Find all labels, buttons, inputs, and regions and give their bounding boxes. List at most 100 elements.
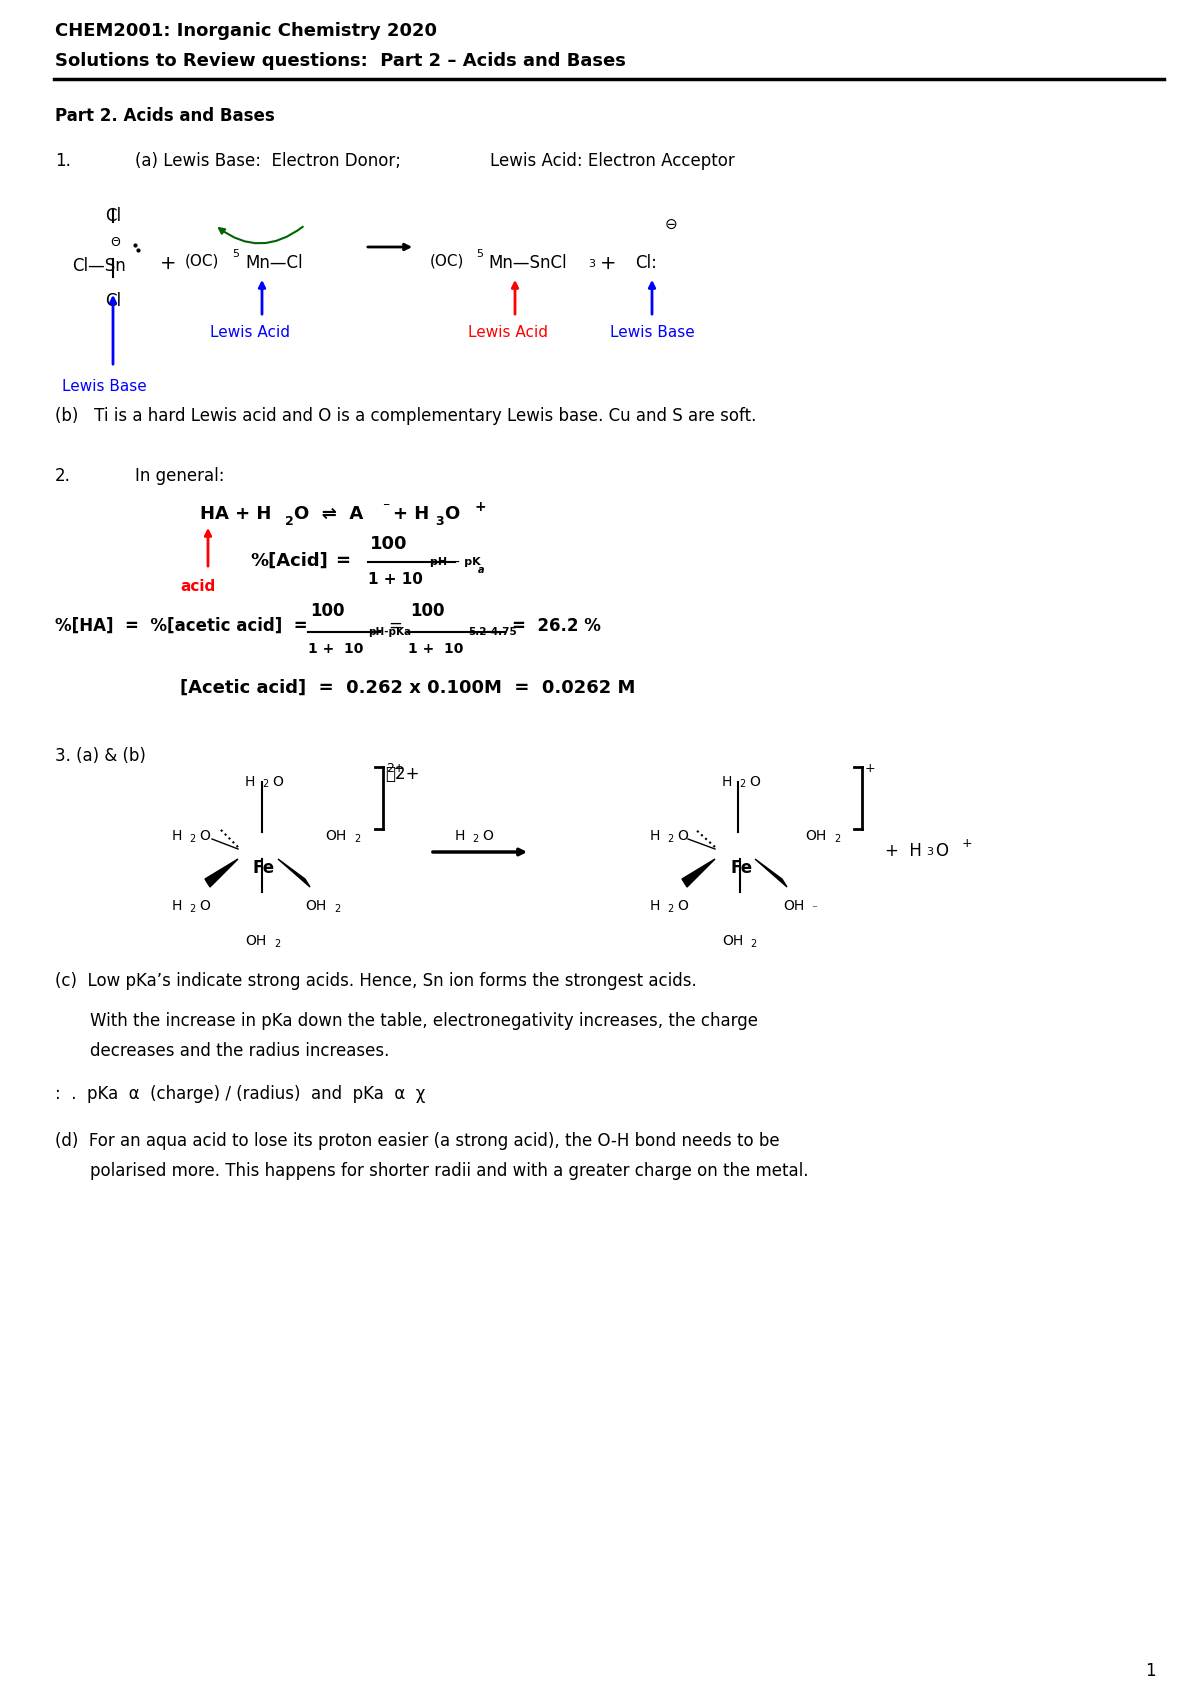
Text: With the increase in pKa down the table, electronegativity increases, the charge: With the increase in pKa down the table,… <box>90 1011 758 1030</box>
Text: O  ⇌  A: O ⇌ A <box>294 506 364 523</box>
Text: OH: OH <box>325 830 347 843</box>
Text: ⁻: ⁻ <box>382 501 389 514</box>
Text: Lewis Acid: Electron Acceptor: Lewis Acid: Electron Acceptor <box>490 153 734 170</box>
Text: O: O <box>482 830 493 843</box>
Text: 1 +  10: 1 + 10 <box>308 641 364 657</box>
Text: 3: 3 <box>926 847 934 857</box>
Text: 2: 2 <box>190 905 196 915</box>
Text: +: + <box>474 501 486 514</box>
Text: 2: 2 <box>190 833 196 843</box>
Text: pH − pK: pH − pK <box>430 557 481 567</box>
Text: (c)  Low pKa’s indicate strong acids. Hence, Sn ion forms the strongest acids.: (c) Low pKa’s indicate strong acids. Hen… <box>55 972 697 989</box>
Text: O: O <box>677 830 688 843</box>
Text: %[Acid]: %[Acid] <box>250 552 328 570</box>
Text: Cl: Cl <box>106 292 121 311</box>
Polygon shape <box>755 859 787 888</box>
Text: (OC): (OC) <box>185 255 220 270</box>
Text: 2: 2 <box>667 833 673 843</box>
Text: Mn—SnCl: Mn—SnCl <box>488 255 566 272</box>
Text: H: H <box>245 776 256 789</box>
Text: HA + H: HA + H <box>200 506 271 523</box>
Text: ⌕2+: ⌕2+ <box>385 765 420 782</box>
Text: 2: 2 <box>262 779 269 789</box>
Text: O: O <box>677 899 688 913</box>
Text: (a) Lewis Base:  Electron Donor;: (a) Lewis Base: Electron Donor; <box>134 153 401 170</box>
Text: (d)  For an aqua acid to lose its proton easier (a strong acid), the O-H bond ne: (d) For an aqua acid to lose its proton … <box>55 1132 780 1151</box>
Text: +  H: + H <box>886 842 922 860</box>
Text: H: H <box>455 830 466 843</box>
Text: Lewis Base: Lewis Base <box>610 326 695 339</box>
Text: Part 2. Acids and Bases: Part 2. Acids and Bases <box>55 107 275 126</box>
Text: polarised more. This happens for shorter radii and with a greater charge on the : polarised more. This happens for shorter… <box>90 1162 809 1179</box>
Text: Cl: Cl <box>106 207 121 226</box>
Text: Lewis Acid: Lewis Acid <box>468 326 548 339</box>
Text: 5: 5 <box>476 249 482 260</box>
Text: 2: 2 <box>667 905 673 915</box>
Text: O: O <box>935 842 948 860</box>
Text: +: + <box>865 762 876 776</box>
Text: 2: 2 <box>354 833 360 843</box>
Text: O: O <box>749 776 760 789</box>
Text: H: H <box>172 899 182 913</box>
Text: 100: 100 <box>410 602 444 619</box>
Text: 2.: 2. <box>55 467 71 485</box>
Text: %[HA]  =  %[acetic acid]  =: %[HA] = %[acetic acid] = <box>55 618 307 635</box>
Text: CHEM2001: Inorganic Chemistry 2020: CHEM2001: Inorganic Chemistry 2020 <box>55 22 437 41</box>
Text: OH: OH <box>722 933 743 949</box>
Text: (OC): (OC) <box>430 255 464 270</box>
Text: =: = <box>388 618 402 635</box>
Text: Solutions to Review questions:  Part 2 – Acids and Bases: Solutions to Review questions: Part 2 – … <box>55 53 626 70</box>
Text: (b)   Ti is a hard Lewis acid and O is a complementary Lewis base. Cu and S are : (b) Ti is a hard Lewis acid and O is a c… <box>55 407 756 424</box>
Text: O: O <box>199 899 210 913</box>
Text: a: a <box>478 565 485 575</box>
Text: H: H <box>650 899 660 913</box>
Text: + H: + H <box>394 506 430 523</box>
Text: 2: 2 <box>750 938 756 949</box>
Text: 3. (a) & (b): 3. (a) & (b) <box>55 747 146 765</box>
Text: pH-pKa: pH-pKa <box>368 626 412 636</box>
Text: 2: 2 <box>739 779 745 789</box>
Text: +: + <box>962 837 973 850</box>
Text: Θ: Θ <box>110 236 120 249</box>
Text: ⁻: ⁻ <box>811 905 817 915</box>
Text: 1 +  10: 1 + 10 <box>408 641 463 657</box>
Text: +: + <box>600 255 617 273</box>
Text: 1.: 1. <box>55 153 71 170</box>
Polygon shape <box>205 859 238 888</box>
Text: =  26.2 %: = 26.2 % <box>512 618 601 635</box>
Text: 3: 3 <box>588 260 595 270</box>
Text: Cl—Sn: Cl—Sn <box>72 256 126 275</box>
Text: Fe: Fe <box>252 859 274 877</box>
Text: 2: 2 <box>334 905 341 915</box>
Text: 2: 2 <box>286 514 294 528</box>
Text: [Acetic acid]  =  0.262 x 0.100M  =  0.0262 M: [Acetic acid] = 0.262 x 0.100M = 0.0262 … <box>180 679 635 697</box>
Text: OH: OH <box>245 933 266 949</box>
Polygon shape <box>278 859 310 888</box>
Text: 3: 3 <box>434 514 444 528</box>
Text: 2: 2 <box>274 938 281 949</box>
Text: 1 + 10: 1 + 10 <box>368 572 422 587</box>
Text: H: H <box>722 776 732 789</box>
Text: 100: 100 <box>370 535 408 553</box>
Text: 5: 5 <box>232 249 239 260</box>
Text: OH: OH <box>784 899 804 913</box>
Text: H: H <box>172 830 182 843</box>
Text: O: O <box>444 506 460 523</box>
Text: 2: 2 <box>472 833 479 843</box>
Text: acid: acid <box>180 579 215 594</box>
Text: Lewis Acid: Lewis Acid <box>210 326 290 339</box>
Text: 1: 1 <box>1145 1661 1156 1680</box>
Text: Mn—Cl: Mn—Cl <box>245 255 302 272</box>
Text: 2: 2 <box>834 833 840 843</box>
Text: decreases and the radius increases.: decreases and the radius increases. <box>90 1042 389 1061</box>
Text: +: + <box>160 255 176 273</box>
Text: 5.2-4.75: 5.2-4.75 <box>468 626 517 636</box>
Text: 100: 100 <box>310 602 344 619</box>
Text: OH: OH <box>805 830 827 843</box>
Text: O: O <box>272 776 283 789</box>
Text: =: = <box>335 552 350 570</box>
Text: H: H <box>650 830 660 843</box>
Text: Fe: Fe <box>730 859 752 877</box>
Text: 2+: 2+ <box>386 762 404 776</box>
Text: ⊖: ⊖ <box>665 217 678 232</box>
